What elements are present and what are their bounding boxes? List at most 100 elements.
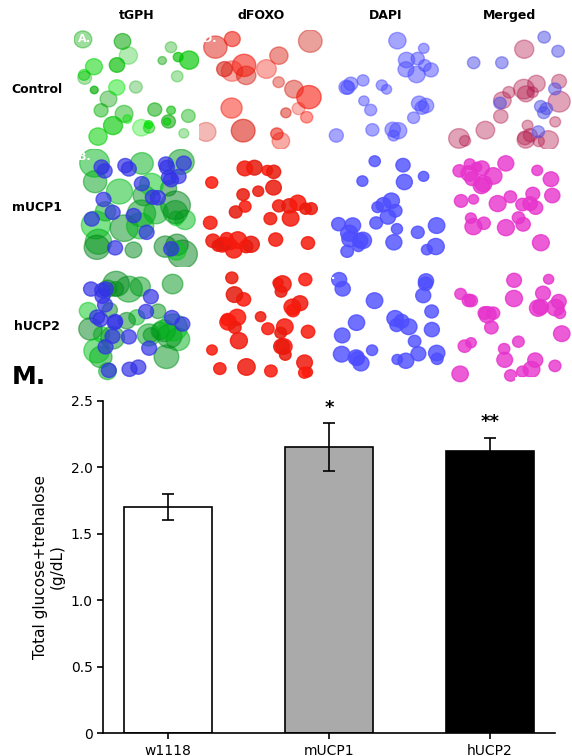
Circle shape	[454, 194, 468, 207]
Circle shape	[386, 234, 402, 250]
Circle shape	[424, 322, 439, 336]
Circle shape	[173, 52, 183, 62]
Circle shape	[95, 289, 110, 303]
Circle shape	[459, 135, 471, 146]
Circle shape	[517, 366, 528, 377]
Circle shape	[105, 205, 120, 219]
Circle shape	[348, 315, 365, 330]
Circle shape	[125, 242, 142, 258]
Circle shape	[109, 281, 124, 296]
Circle shape	[498, 343, 510, 355]
Circle shape	[148, 103, 162, 116]
Circle shape	[517, 132, 534, 148]
Circle shape	[257, 60, 276, 79]
Circle shape	[85, 59, 102, 75]
Circle shape	[255, 311, 266, 321]
Circle shape	[94, 104, 108, 117]
Circle shape	[396, 175, 412, 190]
Circle shape	[332, 218, 345, 231]
Circle shape	[299, 273, 312, 286]
Bar	[124, 507, 212, 733]
Circle shape	[391, 224, 403, 234]
Circle shape	[513, 336, 524, 347]
Circle shape	[212, 240, 224, 251]
Circle shape	[538, 31, 550, 43]
Circle shape	[352, 234, 368, 248]
Circle shape	[121, 330, 136, 344]
Circle shape	[465, 295, 478, 307]
Circle shape	[527, 76, 545, 92]
Bar	[285, 448, 373, 733]
Circle shape	[534, 101, 547, 113]
Circle shape	[275, 327, 287, 339]
Circle shape	[299, 367, 310, 378]
Circle shape	[159, 314, 188, 341]
Circle shape	[476, 121, 495, 139]
Circle shape	[161, 170, 176, 184]
Circle shape	[115, 276, 142, 302]
Circle shape	[217, 62, 232, 76]
Circle shape	[461, 166, 477, 181]
Bar	[446, 451, 534, 733]
Circle shape	[522, 120, 533, 131]
Circle shape	[128, 200, 156, 227]
Circle shape	[382, 85, 392, 94]
Text: **: **	[480, 414, 499, 431]
Circle shape	[90, 310, 105, 324]
Circle shape	[90, 86, 98, 94]
Circle shape	[408, 112, 420, 123]
Circle shape	[466, 338, 476, 348]
Circle shape	[484, 321, 498, 334]
Circle shape	[305, 203, 317, 215]
Circle shape	[408, 67, 425, 82]
Circle shape	[84, 212, 100, 226]
Circle shape	[366, 293, 383, 308]
Circle shape	[411, 96, 427, 110]
Circle shape	[142, 341, 157, 355]
Circle shape	[134, 177, 149, 191]
Circle shape	[478, 307, 491, 319]
Circle shape	[507, 273, 522, 287]
Circle shape	[292, 296, 308, 311]
Circle shape	[151, 322, 169, 339]
Text: DAPI: DAPI	[368, 8, 402, 22]
Circle shape	[385, 122, 400, 137]
Circle shape	[167, 242, 186, 260]
Circle shape	[465, 172, 479, 185]
Circle shape	[478, 217, 490, 229]
Circle shape	[554, 308, 566, 318]
Circle shape	[93, 327, 110, 342]
Circle shape	[418, 172, 429, 181]
Circle shape	[495, 57, 508, 69]
Circle shape	[552, 45, 564, 57]
Circle shape	[388, 130, 399, 141]
Circle shape	[272, 132, 289, 150]
Circle shape	[237, 293, 251, 306]
Circle shape	[301, 237, 315, 249]
Text: F.: F.	[202, 271, 213, 280]
Circle shape	[206, 234, 220, 248]
Circle shape	[164, 242, 178, 256]
Circle shape	[80, 302, 97, 319]
Circle shape	[108, 240, 122, 255]
Circle shape	[166, 234, 188, 256]
Circle shape	[168, 211, 184, 225]
Text: H.: H.	[327, 152, 340, 163]
Text: B.: B.	[78, 152, 91, 163]
Text: Control: Control	[11, 83, 63, 96]
Circle shape	[516, 198, 529, 211]
Circle shape	[80, 149, 109, 177]
Circle shape	[473, 178, 490, 194]
Circle shape	[513, 212, 525, 224]
Circle shape	[271, 128, 283, 140]
Circle shape	[270, 47, 288, 64]
Circle shape	[372, 202, 383, 212]
Circle shape	[545, 188, 560, 203]
Circle shape	[376, 80, 387, 91]
Circle shape	[275, 286, 287, 297]
Circle shape	[554, 326, 570, 342]
Circle shape	[237, 161, 253, 176]
Circle shape	[494, 98, 506, 109]
Circle shape	[532, 125, 545, 138]
Circle shape	[221, 61, 243, 81]
